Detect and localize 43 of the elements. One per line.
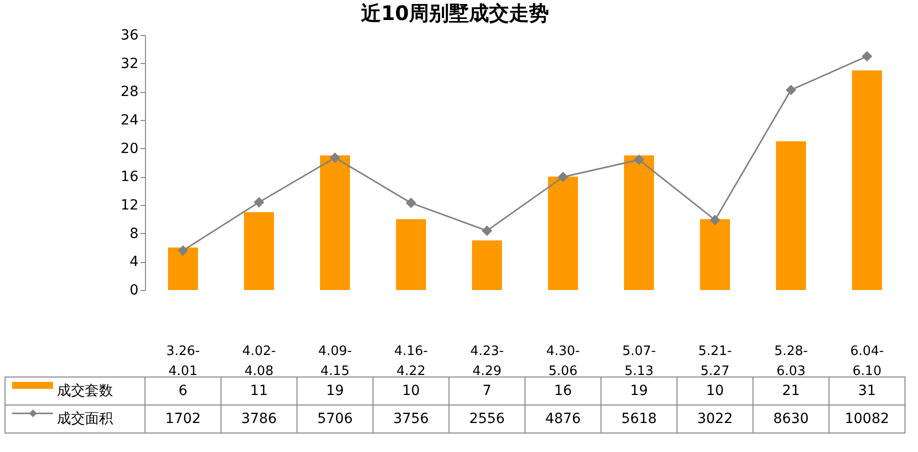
chart-title: 近10周别墅成交走势 xyxy=(360,1,549,25)
y-tick-label: 0 xyxy=(130,282,138,298)
data-label: 3786 xyxy=(241,411,277,427)
legend-label: 成交面积 xyxy=(57,411,113,427)
data-label: 19 xyxy=(326,383,344,399)
y-tick-label: 28 xyxy=(120,84,138,100)
x-tick-label: 3.26-4.01 xyxy=(166,344,200,379)
x-tick-label: 4.09-4.15 xyxy=(318,344,352,379)
data-label: 4876 xyxy=(545,411,581,427)
x-tick-label: 4.02-4.08 xyxy=(242,344,276,379)
data-label: 31 xyxy=(858,383,876,399)
data-label: 10082 xyxy=(844,411,890,427)
data-label: 8630 xyxy=(773,411,809,427)
data-label: 5706 xyxy=(317,411,353,427)
data-label: 3022 xyxy=(697,411,733,427)
data-label: 10 xyxy=(402,383,420,399)
x-tick-label: 4.16-4.22 xyxy=(394,344,428,379)
data-label: 16 xyxy=(554,383,572,399)
data-label: 5618 xyxy=(621,411,657,427)
x-tick-label: 5.28-6.03 xyxy=(774,344,808,379)
data-label: 21 xyxy=(782,383,800,399)
y-tick-label: 8 xyxy=(130,226,138,242)
data-label: 10 xyxy=(706,383,724,399)
x-tick-label: 5.21-5.27 xyxy=(698,344,732,379)
y-tick-label: 4 xyxy=(130,254,139,270)
x-tick-label: 6.04-6.10 xyxy=(850,344,884,379)
y-tick-label: 32 xyxy=(120,56,138,72)
data-label: 11 xyxy=(250,383,268,399)
data-label: 7 xyxy=(482,383,492,399)
y-tick-label: 36 xyxy=(120,28,139,44)
x-tick-label: 5.07-5.13 xyxy=(622,344,656,379)
y-tick-label: 12 xyxy=(120,198,138,214)
y-tick-label: 16 xyxy=(120,169,139,186)
data-label: 3756 xyxy=(393,411,429,427)
data-label: 6 xyxy=(178,383,188,399)
x-tick-label: 4.23-4.29 xyxy=(470,344,504,379)
legend-label: 成交套数 xyxy=(57,383,113,399)
data-label: 2556 xyxy=(469,411,505,427)
data-label: 1702 xyxy=(165,411,201,427)
y-tick-label: 24 xyxy=(120,112,139,128)
data-label: 19 xyxy=(630,383,648,399)
x-tick-label: 4.30-5.06 xyxy=(546,344,580,379)
y-tick-label: 20 xyxy=(120,140,138,157)
